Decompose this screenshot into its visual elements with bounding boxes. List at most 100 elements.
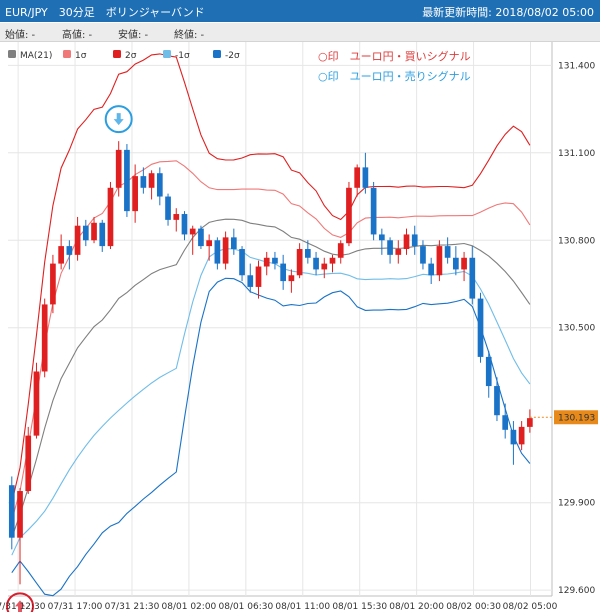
candle <box>263 251 270 276</box>
candle <box>469 246 476 305</box>
candle <box>41 298 48 378</box>
candle-body <box>140 176 147 188</box>
sell-signal-note: ○印 ユーロ円・売りシグナル <box>318 69 471 83</box>
candle-body <box>124 149 130 212</box>
candle-body <box>403 234 410 250</box>
legend-label: 2σ <box>125 51 137 61</box>
candle-body <box>214 240 221 264</box>
y-tick-label: 130.800 <box>558 236 595 246</box>
candle <box>107 181 114 250</box>
candle-body <box>288 275 295 282</box>
candle <box>362 152 369 194</box>
candle-body <box>346 187 352 244</box>
candle-body <box>527 418 533 427</box>
sell-signal-marker-circle <box>104 105 133 134</box>
candle-body <box>247 275 254 287</box>
candle-body <box>337 243 344 258</box>
candle-body <box>239 249 245 276</box>
candle <box>494 377 500 422</box>
candle <box>82 219 89 247</box>
candle-body <box>280 263 287 282</box>
candle <box>124 144 130 217</box>
grid-lines <box>8 42 553 597</box>
candle <box>189 225 196 255</box>
close-value: 終値: - <box>174 30 205 41</box>
candle <box>25 426 32 494</box>
candle <box>518 421 525 451</box>
candle-body <box>8 485 15 538</box>
candle <box>58 234 64 270</box>
candle-body <box>395 249 402 255</box>
candle-body <box>354 167 361 188</box>
y-tick-label: 130.500 <box>558 324 595 334</box>
candle-body <box>25 435 32 492</box>
band-minus-1sigma <box>11 248 531 556</box>
candle <box>198 225 204 250</box>
candle-body <box>189 228 196 235</box>
band-minus-2sigma <box>11 277 531 597</box>
candle-body <box>420 246 426 264</box>
x-tick-label: 08/01 20:00 <box>389 602 444 612</box>
candle <box>370 181 377 241</box>
chart-header: EUR/JPY 30分足 ボリンジャーバンド 最新更新時間: 2018/08/0… <box>0 0 600 22</box>
buy-signal-marker-circle <box>6 592 35 612</box>
candle-body <box>428 263 435 276</box>
legend-swatch <box>213 50 221 58</box>
sell-signal-marker <box>104 105 133 134</box>
candle <box>337 240 344 264</box>
x-tick-label: 07/31 21:30 <box>105 602 160 612</box>
candle <box>148 170 155 200</box>
candle-body <box>156 173 163 197</box>
candle-body <box>502 415 509 430</box>
candle-body <box>304 249 311 258</box>
symbol-title: EUR/JPY 30分足 ボリンジャーバンド <box>5 6 205 19</box>
y-tick-label: 131.100 <box>558 149 595 159</box>
candle-body <box>387 240 393 255</box>
ohlc-bar: 始値: - 高値: - 安値: - 終値: - <box>0 23 600 42</box>
legend-swatch <box>113 50 121 58</box>
candle <box>329 254 336 273</box>
candle-body <box>107 187 114 247</box>
candle <box>272 251 278 270</box>
candle <box>510 421 517 465</box>
x-tick-label: 08/02 05:00 <box>503 602 558 612</box>
high-value: 高値: - <box>62 30 93 41</box>
candle-body <box>510 429 517 445</box>
candle <box>206 234 212 261</box>
candle <box>502 403 509 439</box>
candle-body <box>222 237 229 264</box>
candle-body <box>453 257 459 270</box>
candle-body <box>17 491 23 538</box>
candle-body <box>74 225 81 255</box>
candle-body <box>362 167 369 188</box>
candle <box>74 216 81 261</box>
legend-label: -2σ <box>225 51 240 61</box>
candle-body <box>461 257 467 270</box>
signal-markers <box>6 105 133 612</box>
candle <box>420 240 426 270</box>
current-price-label: 130.193 <box>558 413 595 423</box>
legend-label: MA(21) <box>20 51 52 61</box>
candle-body <box>173 214 180 220</box>
candle <box>444 237 451 264</box>
candle-body <box>296 249 303 276</box>
last-updated: 最新更新時間: 2018/08/02 05:00 <box>422 6 594 19</box>
y-tick-label: 131.400 <box>558 61 595 71</box>
candle <box>527 409 533 433</box>
candle <box>222 231 229 270</box>
x-tick-label: 08/01 11:00 <box>275 602 330 612</box>
low-value: 安値: - <box>118 30 149 41</box>
current-price-tag <box>554 410 598 425</box>
candle-body <box>82 225 89 241</box>
candle <box>346 181 352 247</box>
band-plus-2sigma <box>11 53 531 503</box>
candle <box>17 488 23 585</box>
legend-swatch <box>163 50 171 58</box>
candle <box>156 167 163 206</box>
candle <box>395 240 402 264</box>
candle <box>387 237 393 264</box>
open-value: 始値: - <box>5 30 36 41</box>
candle <box>50 254 56 314</box>
